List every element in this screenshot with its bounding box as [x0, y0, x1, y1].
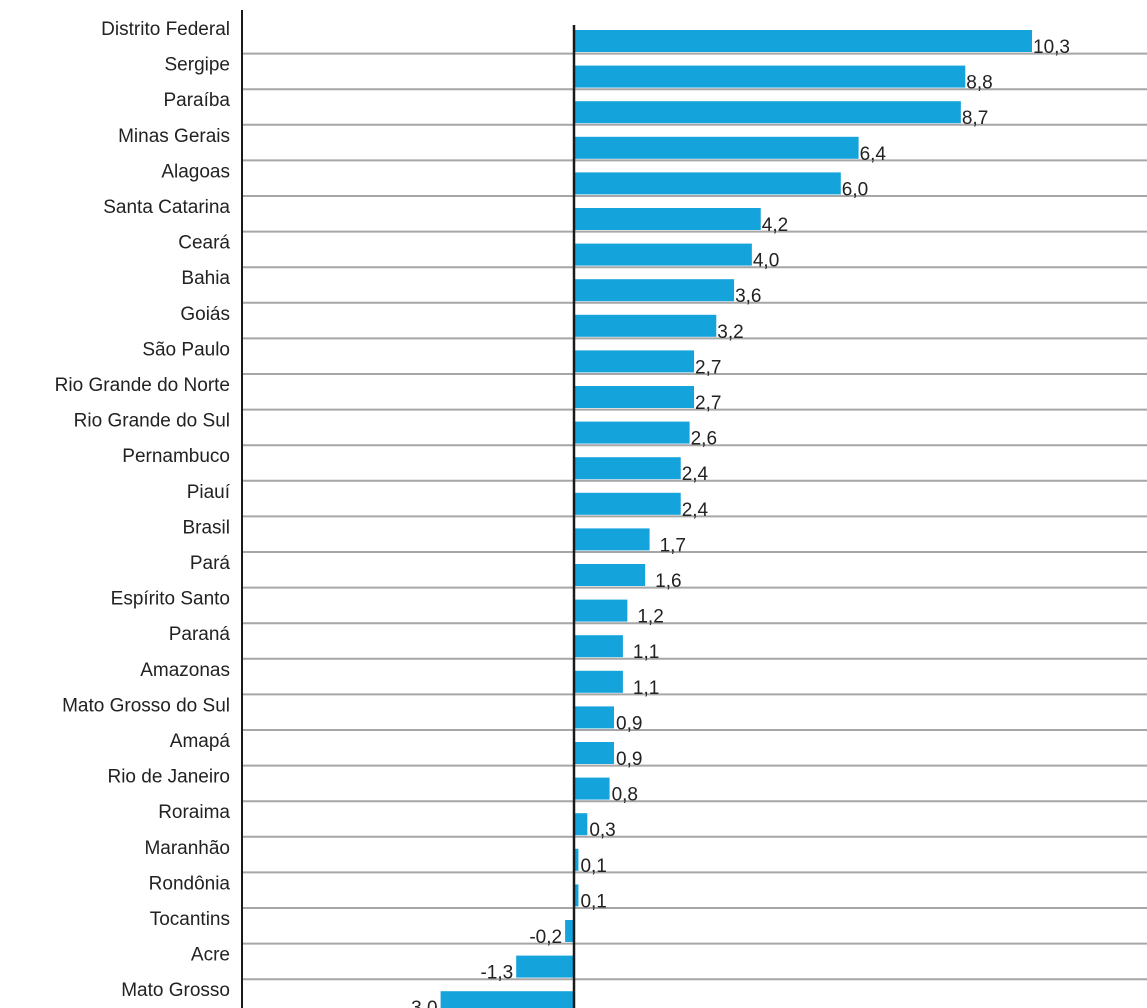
- bar: [574, 492, 681, 515]
- bar: [574, 30, 1032, 52]
- bar: [574, 243, 752, 266]
- category-label: Paraíba: [163, 90, 230, 111]
- bar: [574, 350, 695, 373]
- bar: [574, 65, 966, 88]
- category-label: Pernambuco: [122, 446, 230, 467]
- category-label: Sergipe: [165, 55, 231, 76]
- category-label: Alagoas: [161, 161, 230, 182]
- category-label: Rio Grande do Norte: [55, 375, 230, 396]
- value-label: -3,0: [405, 998, 438, 1008]
- bar: [574, 208, 761, 230]
- category-label: Brasil: [182, 517, 230, 538]
- bar: [574, 314, 717, 337]
- value-label: 1,1: [633, 678, 659, 699]
- category-label: Ceará: [178, 233, 230, 254]
- bars: [440, 30, 1032, 1008]
- bar: [574, 101, 961, 124]
- bar: [574, 279, 735, 302]
- bar: [574, 670, 623, 693]
- value-label: 1,7: [660, 535, 686, 556]
- value-label: 2,4: [682, 464, 709, 485]
- bar: [574, 599, 628, 622]
- bar: [574, 813, 588, 836]
- category-label: Bahia: [181, 268, 230, 289]
- bar: [574, 386, 695, 408]
- category-label: Acre: [191, 945, 230, 966]
- bar: [574, 777, 610, 800]
- bar: [574, 457, 681, 480]
- bar: [516, 955, 574, 978]
- value-label: 6,4: [860, 144, 887, 165]
- value-label: 3,2: [717, 322, 743, 343]
- value-labels: 10,3 8,8 8,7 6,4 6,0 4,2 4,0 3,6 3,2 2,7 2,7 2,6 2,4…: [405, 37, 1070, 1008]
- value-label: 1,2: [637, 607, 663, 628]
- value-label: 1,6: [655, 571, 681, 592]
- bar: [574, 564, 646, 586]
- category-label: Goiás: [180, 304, 230, 325]
- value-label: 4,0: [753, 251, 779, 272]
- category-label: Distrito Federal: [101, 19, 230, 40]
- category-label: Maranhão: [144, 838, 230, 859]
- value-label: 2,6: [691, 429, 717, 450]
- category-label: Mato Grosso: [121, 980, 230, 1001]
- value-label: 0,1: [580, 856, 606, 877]
- category-label: Rio Grande do Sul: [74, 411, 230, 432]
- category-label: Piauí: [187, 482, 231, 503]
- bar: [574, 706, 615, 729]
- value-label: 2,7: [695, 393, 721, 414]
- category-label: Minas Gerais: [118, 126, 230, 147]
- gridlines: [242, 52, 1147, 981]
- category-label: Tocantins: [150, 909, 230, 930]
- category-label: Rondônia: [149, 873, 231, 894]
- category-label: São Paulo: [142, 339, 230, 360]
- bar: [565, 920, 574, 942]
- bar: [574, 136, 859, 159]
- category-label: Santa Catarina: [103, 197, 230, 218]
- category-label: Paraná: [169, 624, 231, 645]
- value-label: -1,3: [480, 963, 513, 984]
- value-label: 2,4: [682, 500, 709, 521]
- category-label: Espírito Santo: [111, 589, 230, 610]
- value-label: 0,8: [612, 785, 638, 806]
- bar: [440, 991, 574, 1008]
- value-label: 0,9: [616, 749, 642, 770]
- value-label: 8,7: [962, 108, 988, 129]
- value-label: 0,3: [589, 820, 615, 841]
- value-label: 10,3: [1033, 37, 1070, 58]
- bar: [574, 742, 615, 764]
- category-label: Amapá: [170, 731, 231, 752]
- category-label: Pará: [190, 553, 231, 574]
- bar: [574, 172, 841, 195]
- bar: [574, 528, 650, 551]
- category-label: Amazonas: [140, 660, 230, 681]
- value-label: 1,1: [633, 642, 659, 663]
- category-label: Mato Grosso do Sul: [62, 695, 230, 716]
- value-label: 3,6: [735, 286, 761, 307]
- bar: [574, 848, 579, 871]
- value-label: 6,0: [842, 179, 868, 200]
- value-label: -0,2: [529, 927, 562, 948]
- bar: [574, 884, 579, 907]
- category-label: Rio de Janeiro: [107, 767, 230, 788]
- value-label: 2,7: [695, 357, 721, 378]
- category-label: Roraima: [158, 802, 230, 823]
- value-label: 0,9: [616, 713, 642, 734]
- value-label: 4,2: [762, 215, 788, 236]
- value-label: 0,1: [580, 891, 606, 912]
- bar: [574, 421, 690, 444]
- bar: [574, 635, 623, 658]
- category-labels: Distrito Federal Sergipe Paraíba Minas Gera…: [55, 19, 231, 1001]
- value-label: 8,8: [966, 73, 992, 94]
